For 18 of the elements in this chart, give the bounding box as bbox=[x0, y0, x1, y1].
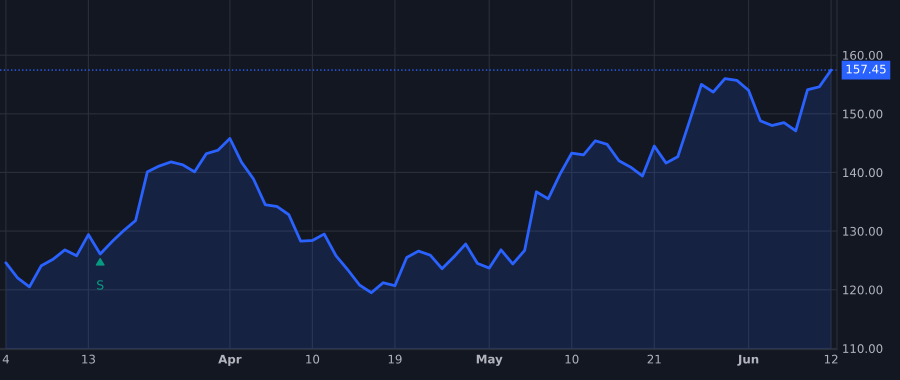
x-tick-label: 10 bbox=[306, 354, 320, 364]
y-tick-label: 150.00 bbox=[843, 110, 882, 118]
y-tick-label: 130.00 bbox=[843, 226, 882, 236]
x-tick-label: 19 bbox=[388, 354, 402, 364]
x-tick-label: 4 bbox=[2, 354, 9, 364]
x-tick-label: 10 bbox=[566, 354, 578, 364]
ref-line-label: 157.45 bbox=[846, 64, 886, 74]
x-tick-label: Jun bbox=[737, 354, 758, 366]
x-tick-label: Apr bbox=[218, 354, 242, 366]
y-tick-label: 110.00 bbox=[843, 344, 882, 354]
annotation: S bbox=[97, 280, 104, 290]
y-tick-label: 140.00 bbox=[843, 168, 882, 178]
y-tick-label: 160.00 bbox=[843, 50, 882, 60]
x-tick-label: 21 bbox=[648, 354, 661, 364]
x-tick-label: 13 bbox=[82, 354, 95, 364]
y-tick-label: 120.00 bbox=[843, 285, 882, 294]
x-tick-label: May bbox=[476, 354, 503, 366]
x-tick-label: 12 bbox=[824, 354, 838, 364]
